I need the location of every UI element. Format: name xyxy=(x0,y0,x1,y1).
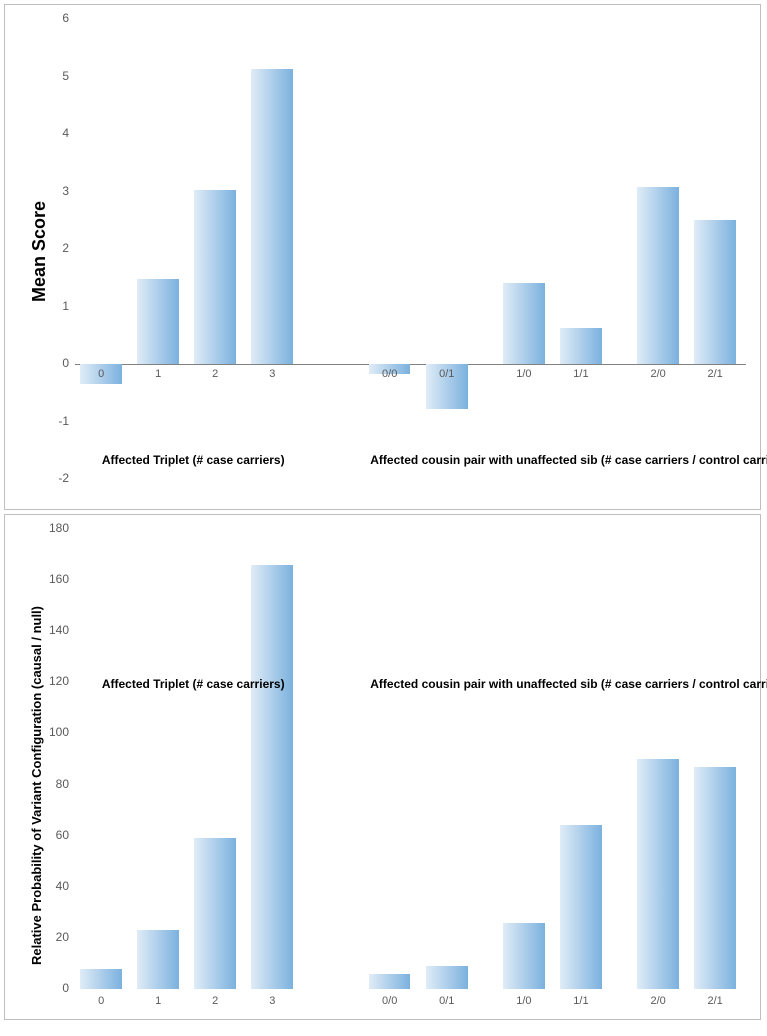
bar-label: 2/0 xyxy=(650,368,665,380)
bar xyxy=(694,220,736,364)
ytick: 140 xyxy=(49,623,69,637)
bar xyxy=(251,565,293,989)
bar-label: 3 xyxy=(269,995,275,1007)
ytick: 80 xyxy=(56,777,69,791)
ytick: 100 xyxy=(49,725,69,739)
bar-label: 2/0 xyxy=(650,995,665,1007)
bar xyxy=(194,838,236,989)
x-annotation: Affected Triplet (# case carriers) xyxy=(102,453,285,467)
bar-label: 1/0 xyxy=(516,368,531,380)
bar-label: 2 xyxy=(212,368,218,380)
ytick: -1 xyxy=(58,414,69,428)
bar xyxy=(80,969,122,989)
bar xyxy=(369,974,411,989)
top-chart-ylabel: Mean Score xyxy=(29,201,50,302)
bar xyxy=(560,825,602,989)
x-annotation: Affected cousin pair with unaffected sib… xyxy=(370,677,767,691)
bar xyxy=(426,966,468,989)
bottom-chart-plot: 01230/00/11/01/12/02/1Affected Triplet (… xyxy=(75,529,746,989)
ytick: 60 xyxy=(56,828,69,842)
bar-label: 0 xyxy=(98,368,104,380)
bar xyxy=(194,190,236,364)
bottom-chart-panel: Relative Probability of Variant Configur… xyxy=(4,514,761,1020)
ytick: 3 xyxy=(62,184,69,198)
ytick: 120 xyxy=(49,674,69,688)
bar xyxy=(694,767,736,989)
top-chart-panel: Mean Score 0 1 2 3 0/0 0/1 1/0 1/1 2/0 2/1 Affecte… xyxy=(4,4,761,510)
bar-label: 0/1 xyxy=(439,368,454,380)
ytick: 160 xyxy=(49,572,69,586)
bar-label: 1 xyxy=(155,368,161,380)
ytick: 20 xyxy=(56,930,69,944)
bar-label: 1/0 xyxy=(516,995,531,1007)
bar-label: 3 xyxy=(269,368,275,380)
bar xyxy=(137,930,179,989)
bar-label: 0/0 xyxy=(382,368,397,380)
bar-label: 1/1 xyxy=(573,368,588,380)
x-annotation: Affected Triplet (# case carriers) xyxy=(102,677,285,691)
bar-label: 0/0 xyxy=(382,995,397,1007)
bar xyxy=(503,283,545,364)
bar-label: 2/1 xyxy=(707,368,722,380)
bar xyxy=(137,279,179,364)
ytick: 0 xyxy=(62,356,69,370)
ytick: 0 xyxy=(62,981,69,995)
ytick: -2 xyxy=(58,471,69,485)
ytick: 1 xyxy=(62,299,69,313)
ytick: 4 xyxy=(62,126,69,140)
bar xyxy=(637,187,679,364)
ytick: 2 xyxy=(62,241,69,255)
ytick: 40 xyxy=(56,879,69,893)
bar-label: 1/1 xyxy=(573,995,588,1007)
bar-label: 0/1 xyxy=(439,995,454,1007)
bar xyxy=(503,923,545,989)
bar-label: 2/1 xyxy=(707,995,722,1007)
ytick: 6 xyxy=(62,11,69,25)
ytick: 5 xyxy=(62,69,69,83)
bar xyxy=(637,759,679,989)
bar xyxy=(251,69,293,364)
bottom-chart-ylabel: Relative Probability of Variant Configur… xyxy=(29,606,44,965)
x-annotation: Affected cousin pair with unaffected sib… xyxy=(370,453,767,467)
ytick: 180 xyxy=(49,521,69,535)
bar-label: 2 xyxy=(212,995,218,1007)
top-chart-plot: 0 1 2 3 0/0 0/1 1/0 1/1 2/0 2/1 Affected Triplet (… xyxy=(75,19,746,479)
bar-label: 1 xyxy=(155,995,161,1007)
bar xyxy=(560,328,602,364)
bar-label: 0 xyxy=(98,995,104,1007)
